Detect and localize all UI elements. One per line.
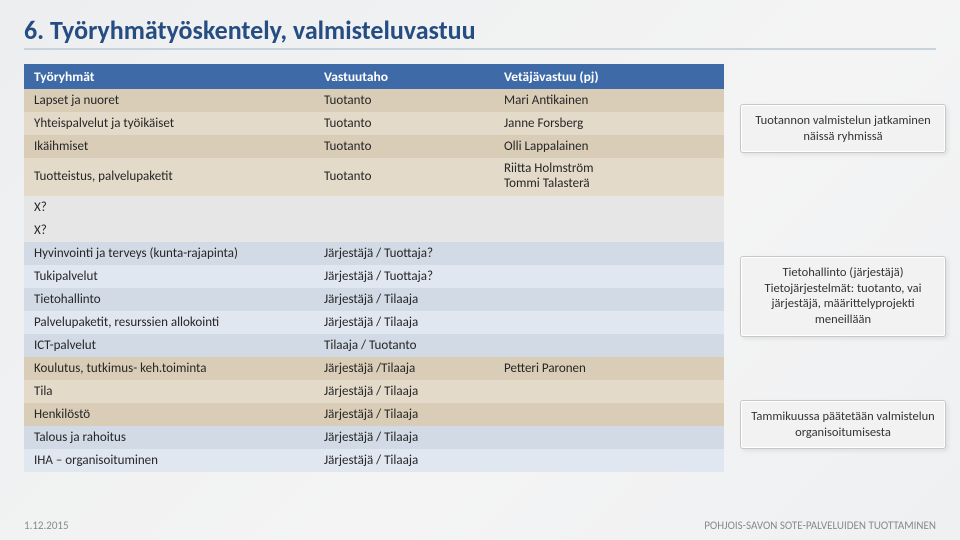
callout-tammikuu: Tammikuussa päätetään valmistelun organi…: [740, 400, 946, 449]
table-row: Tuotteistus, palvelupaketitTuotantoRiitt…: [24, 158, 724, 196]
table-cell: Riitta HolmströmTommi Talasterä: [494, 158, 724, 196]
table-cell: Järjestäjä / Tilaaja: [314, 449, 494, 472]
table-row: TilaJärjestäjä / Tilaaja: [24, 380, 724, 403]
table-row: ICT-palvelutTilaaja / Tuotanto: [24, 334, 724, 357]
table-cell: Tuotteistus, palvelupaketit: [24, 158, 314, 196]
callout-production: Tuotannon valmistelun jatkaminen näissä …: [740, 104, 946, 153]
table-row: IkäihmisetTuotantoOlli Lappalainen: [24, 135, 724, 158]
table-cell: [494, 403, 724, 426]
table-row: X?: [24, 219, 724, 242]
table-cell: [494, 311, 724, 334]
table-cell: [494, 449, 724, 472]
table-cell: Olli Lappalainen: [494, 135, 724, 158]
footer-caption: POHJOIS-SAVON SOTE-PALVELUIDEN TUOTTAMIN…: [704, 519, 936, 532]
table-cell: Järjestäjä / Tuottaja?: [314, 265, 494, 288]
page-title: 6. Työryhmätyöskentely, valmisteluvastuu: [24, 14, 936, 50]
table-cell: Järjestäjä / Tuottaja?: [314, 242, 494, 265]
table-cell: [494, 426, 724, 449]
table-row: Palvelupaketit, resurssien allokointiJär…: [24, 311, 724, 334]
table-cell: Palvelupaketit, resurssien allokointi: [24, 311, 314, 334]
table-cell: X?: [24, 219, 314, 242]
table-cell: IHA – organisoituminen: [24, 449, 314, 472]
table-cell: [494, 288, 724, 311]
table-cell: Henkilöstö: [24, 403, 314, 426]
table-cell: Tuotanto: [314, 158, 494, 196]
table-cell: ICT-palvelut: [24, 334, 314, 357]
table-cell: Lapset ja nuoret: [24, 89, 314, 112]
table-cell: Hyvinvointi ja terveys (kunta-rajapinta): [24, 242, 314, 265]
table-cell: Tukipalvelut: [24, 265, 314, 288]
table-cell: Petteri Paronen: [494, 357, 724, 380]
table-cell: Järjestäjä / Tilaaja: [314, 380, 494, 403]
table-row: Koulutus, tutkimus- keh.toimintaJärjestä…: [24, 357, 724, 380]
table-cell: Talous ja rahoitus: [24, 426, 314, 449]
main-table: Työryhmät Vastuutaho Vetäjävastuu (pj) L…: [24, 64, 724, 472]
footer-date: 1.12.2015: [24, 519, 69, 532]
table-header-row: Työryhmät Vastuutaho Vetäjävastuu (pj): [24, 64, 724, 89]
table-cell: Yhteispalvelut ja työikäiset: [24, 112, 314, 135]
table-cell: [494, 242, 724, 265]
table-cell: Tuotanto: [314, 135, 494, 158]
table-cell: Tuotanto: [314, 89, 494, 112]
table-cell: Järjestäjä / Tilaaja: [314, 311, 494, 334]
callout-tietohallinto: Tietohallinto (järjestäjä) Tietojärjeste…: [740, 256, 946, 337]
table-cell: [314, 219, 494, 242]
table-cell: [494, 196, 724, 219]
table-cell: [314, 196, 494, 219]
table-row: HenkilöstöJärjestäjä / Tilaaja: [24, 403, 724, 426]
main-table-wrap: Työryhmät Vastuutaho Vetäjävastuu (pj) L…: [24, 64, 724, 472]
table-row: TukipalvelutJärjestäjä / Tuottaja?: [24, 265, 724, 288]
table-cell: [494, 334, 724, 357]
table-cell: Ikäihmiset: [24, 135, 314, 158]
table-cell: [494, 265, 724, 288]
table-cell: Tilaaja / Tuotanto: [314, 334, 494, 357]
table-cell: Janne Forsberg: [494, 112, 724, 135]
table-row: Lapset ja nuoretTuotantoMari Antikainen: [24, 89, 724, 112]
table-cell: Koulutus, tutkimus- keh.toiminta: [24, 357, 314, 380]
col-header-2: Vetäjävastuu (pj): [494, 64, 724, 89]
table-cell: Tietohallinto: [24, 288, 314, 311]
table-cell: Järjestäjä /Tilaaja: [314, 357, 494, 380]
table-row: X?: [24, 196, 724, 219]
col-header-0: Työryhmät: [24, 64, 314, 89]
table-cell: Järjestäjä / Tilaaja: [314, 288, 494, 311]
table-row: TietohallintoJärjestäjä / Tilaaja: [24, 288, 724, 311]
table-row: Talous ja rahoitusJärjestäjä / Tilaaja: [24, 426, 724, 449]
table-cell: X?: [24, 196, 314, 219]
table-cell: Tuotanto: [314, 112, 494, 135]
table-row: IHA – organisoituminenJärjestäjä / Tilaa…: [24, 449, 724, 472]
col-header-1: Vastuutaho: [314, 64, 494, 89]
table-cell: Järjestäjä / Tilaaja: [314, 403, 494, 426]
table-cell: [494, 219, 724, 242]
table-row: Yhteispalvelut ja työikäisetTuotantoJann…: [24, 112, 724, 135]
table-row: Hyvinvointi ja terveys (kunta-rajapinta)…: [24, 242, 724, 265]
table-cell: Mari Antikainen: [494, 89, 724, 112]
table-cell: Tila: [24, 380, 314, 403]
table-cell: [494, 380, 724, 403]
table-cell: Järjestäjä / Tilaaja: [314, 426, 494, 449]
